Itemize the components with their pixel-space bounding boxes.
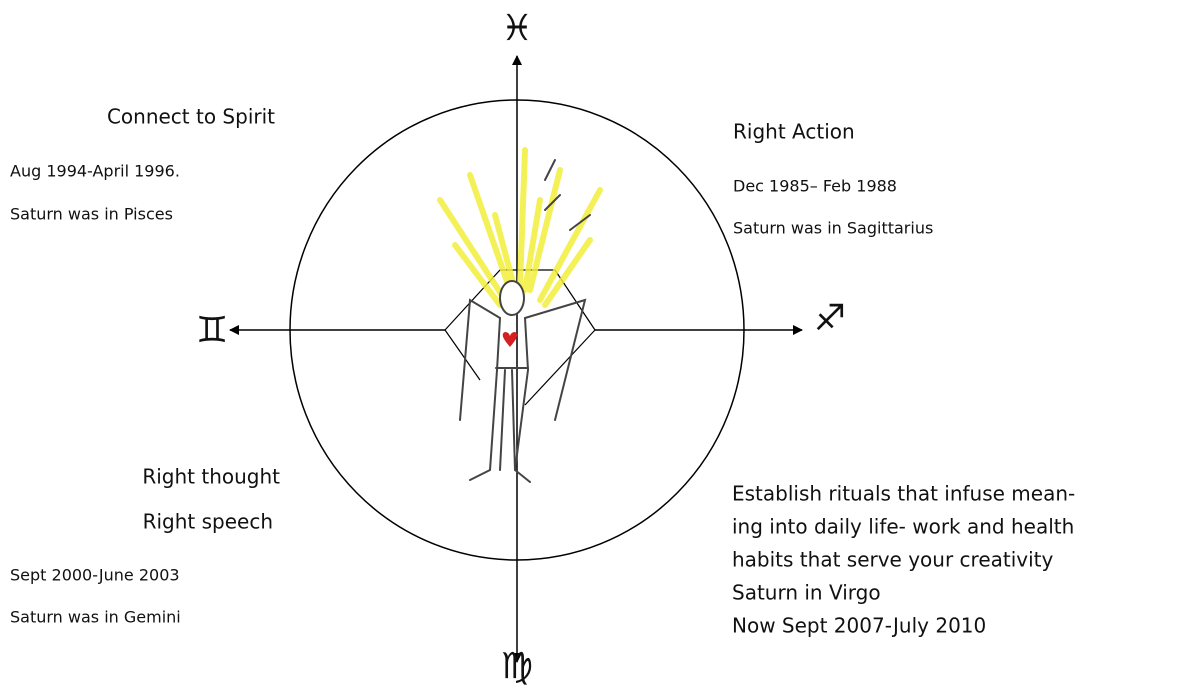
- body-line: ing into daily life- work and health: [732, 515, 1074, 539]
- saturn-line: Saturn was in Sagittarius: [733, 219, 933, 238]
- heading: Connect to Spirit: [107, 105, 275, 129]
- virgo-symbol: ♍: [501, 646, 533, 687]
- date-line: Dec 1985– Feb 1988: [733, 177, 897, 196]
- sagittarius-symbol: ♐: [814, 298, 846, 339]
- pisces-symbol: ♓: [501, 8, 533, 49]
- gemini-symbol: ♊: [196, 310, 228, 351]
- body-line: Now Sept 2007-July 2010: [732, 614, 986, 638]
- date-line: Sept 2000-June 2003: [10, 566, 180, 585]
- heading: Right Action: [733, 120, 855, 144]
- saturn-line: Saturn was in Gemini: [10, 608, 181, 627]
- body-line: Establish rituals that infuse mean-: [732, 482, 1075, 506]
- figure: [437, 147, 603, 483]
- body-line: Saturn in Virgo: [732, 581, 881, 605]
- body-line: habits that serve your creativity: [732, 548, 1054, 572]
- saturn-line: Saturn was in Pisces: [10, 205, 173, 224]
- heading: Right thought: [142, 465, 280, 489]
- axes: [229, 55, 803, 663]
- heading: Right speech: [143, 510, 273, 534]
- date-line: Aug 1994-April 1996.: [10, 162, 180, 181]
